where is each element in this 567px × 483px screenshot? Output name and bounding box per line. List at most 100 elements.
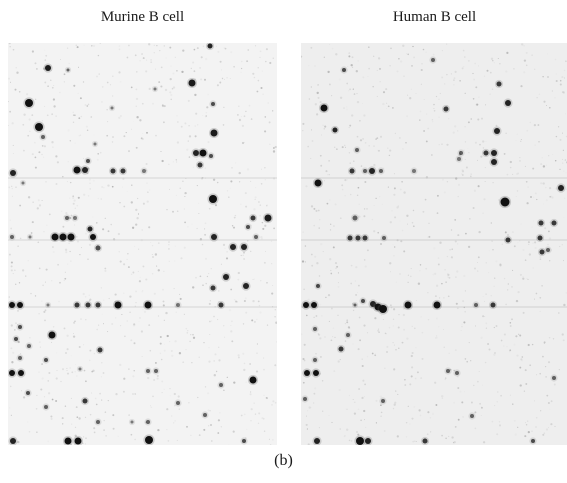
background-speckle: [107, 121, 109, 123]
background-speckle: [360, 165, 363, 167]
background-speckle: [259, 204, 262, 206]
background-speckle: [243, 368, 246, 372]
background-speckle: [219, 412, 221, 414]
background-speckle: [547, 243, 549, 246]
background-speckle: [253, 208, 256, 211]
background-speckle: [543, 432, 546, 434]
background-speckle: [540, 182, 543, 185]
background-speckle: [384, 367, 386, 369]
background-speckle: [341, 184, 344, 187]
background-speckle: [326, 202, 329, 205]
background-speckle: [394, 216, 397, 219]
background-speckle: [15, 186, 17, 188]
background-speckle: [53, 84, 55, 87]
background-speckle: [457, 418, 460, 421]
background-speckle: [82, 292, 85, 296]
background-speckle: [319, 373, 321, 375]
background-speckle: [346, 106, 348, 108]
background-speckle: [520, 223, 522, 225]
background-speckle: [448, 435, 450, 437]
background-speckle: [119, 260, 122, 263]
background-speckle: [474, 141, 477, 144]
background-speckle: [184, 221, 186, 224]
background-speckle: [156, 374, 159, 377]
background-speckle: [128, 414, 130, 416]
background-speckle: [176, 115, 178, 117]
background-speckle: [394, 401, 397, 404]
background-speckle: [526, 278, 528, 279]
background-speckle: [123, 263, 126, 266]
background-speckle: [310, 86, 312, 88]
background-speckle: [93, 431, 96, 434]
background-speckle: [10, 265, 13, 268]
background-speckle: [259, 311, 262, 314]
background-speckle: [564, 197, 566, 199]
background-speckle: [261, 168, 262, 170]
array-spot: [74, 437, 82, 445]
background-speckle: [302, 231, 304, 233]
background-speckle: [317, 84, 319, 86]
background-speckle: [346, 428, 349, 431]
background-speckle: [527, 430, 530, 434]
background-speckle: [497, 391, 499, 393]
array-spot: [73, 166, 81, 174]
background-speckle: [221, 69, 222, 71]
background-speckle: [254, 196, 257, 199]
background-speckle: [306, 428, 308, 430]
background-speckle: [479, 143, 481, 146]
background-speckle: [328, 414, 330, 417]
background-speckle: [527, 343, 530, 347]
background-speckle: [447, 273, 450, 277]
background-speckle: [235, 300, 237, 303]
background-speckle: [194, 78, 197, 81]
background-speckle: [265, 60, 267, 63]
background-speckle: [446, 181, 449, 183]
background-speckle: [238, 171, 241, 175]
background-speckle: [477, 270, 479, 272]
background-speckle: [151, 255, 155, 259]
background-speckle: [253, 278, 255, 280]
background-speckle: [152, 395, 154, 398]
background-speckle: [140, 238, 143, 242]
background-speckle: [10, 414, 12, 416]
background-speckle: [325, 170, 328, 173]
background-speckle: [243, 362, 246, 365]
array-spot: [10, 438, 16, 444]
background-speckle: [542, 203, 544, 205]
background-speckle: [102, 372, 105, 374]
background-speckle: [180, 257, 183, 260]
background-speckle: [166, 429, 168, 431]
background-speckle: [393, 344, 395, 346]
background-speckle: [231, 320, 233, 323]
background-speckle: [413, 327, 416, 330]
background-speckle: [51, 141, 54, 144]
background-speckle: [175, 159, 178, 161]
array-spot: [552, 376, 556, 380]
background-speckle: [251, 319, 254, 322]
background-speckle: [403, 191, 406, 194]
background-speckle: [351, 114, 354, 117]
array-spot: [365, 438, 371, 444]
background-speckle: [55, 377, 58, 380]
background-speckle: [489, 93, 491, 95]
background-speckle: [548, 427, 550, 429]
background-speckle: [72, 111, 74, 113]
background-speckle: [91, 392, 93, 394]
background-speckle: [407, 94, 409, 96]
background-speckle: [411, 366, 414, 369]
background-speckle: [332, 225, 335, 227]
array-spot: [144, 301, 152, 309]
background-speckle: [474, 325, 477, 327]
array-spot: [211, 234, 217, 240]
background-speckle: [397, 205, 399, 207]
background-speckle: [242, 323, 245, 325]
background-speckle: [275, 321, 277, 324]
background-speckle: [217, 301, 220, 303]
background-speckle: [259, 214, 261, 217]
background-speckle: [264, 130, 267, 133]
background-speckle: [245, 311, 248, 314]
background-speckle: [240, 242, 244, 245]
background-speckle: [154, 68, 156, 70]
background-speckle: [330, 272, 333, 275]
background-speckle: [306, 314, 308, 317]
